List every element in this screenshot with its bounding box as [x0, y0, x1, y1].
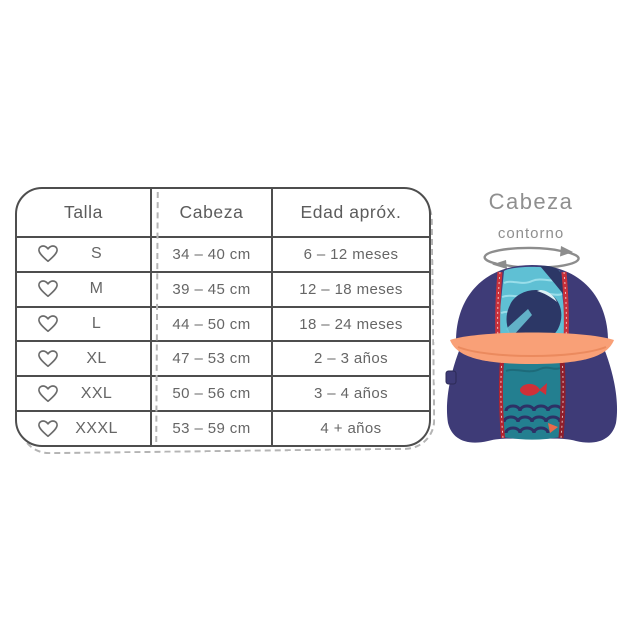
- illustration-title: Cabeza: [488, 189, 574, 214]
- age-range-cell: 2 – 3 años: [271, 340, 429, 376]
- hat-illustration: [445, 246, 618, 443]
- heart-icon: [38, 419, 58, 437]
- table-row-size-cell: XXXL: [17, 410, 150, 445]
- heart-icon: [38, 350, 58, 367]
- heart-icon: [38, 384, 58, 402]
- column-header-talla: Talla: [64, 202, 103, 222]
- heart-icon: [38, 280, 58, 298]
- age-range-cell: 3 – 4 años: [271, 375, 429, 411]
- age-range-cell: 6 – 12 meses: [271, 236, 429, 271]
- table-row-size-cell: L: [17, 305, 150, 341]
- head-range-cell: 39 – 45 cm: [150, 270, 271, 306]
- size-label: M: [89, 280, 104, 298]
- size-label: S: [90, 245, 103, 263]
- hat-visor: [450, 332, 614, 364]
- table-row-size-cell: XL: [17, 340, 150, 375]
- size-table-grid: Talla Cabeza Edad apróx. S 34 – 40 cm 6 …: [15, 187, 431, 447]
- column-header-cabeza: Cabeza: [150, 189, 271, 236]
- table-row-size-cell: S: [17, 236, 150, 271]
- size-label: L: [91, 315, 102, 333]
- hat-flap: [445, 335, 618, 443]
- size-table: Talla Cabeza Edad apróx. S 34 – 40 cm 6 …: [15, 187, 436, 455]
- head-measure-illustration: Cabeza contorno: [440, 190, 620, 458]
- age-range-cell: 18 – 24 meses: [271, 305, 429, 341]
- head-range-cell: 53 – 59 cm: [150, 410, 271, 445]
- size-label: XXXL: [75, 419, 118, 437]
- heart-icon: [38, 315, 58, 333]
- head-range-cell: 47 – 53 cm: [150, 340, 271, 376]
- table-row-size-cell: M: [17, 270, 150, 306]
- head-range-cell: 34 – 40 cm: [150, 236, 271, 271]
- age-range-cell: 12 – 18 meses: [271, 270, 429, 306]
- size-label: XL: [86, 349, 107, 367]
- column-header-edad: Edad apróx.: [271, 189, 429, 236]
- illustration-subtitle: contorno: [497, 225, 565, 242]
- size-label: XXL: [80, 384, 113, 402]
- hat-crown: [456, 265, 608, 341]
- head-range-cell: 50 – 56 cm: [150, 375, 271, 411]
- table-row-size-cell: XXL: [17, 375, 150, 410]
- head-range-cell: 44 – 50 cm: [150, 305, 271, 341]
- heart-icon: [38, 245, 58, 263]
- age-range-cell: 4 + años: [271, 410, 429, 445]
